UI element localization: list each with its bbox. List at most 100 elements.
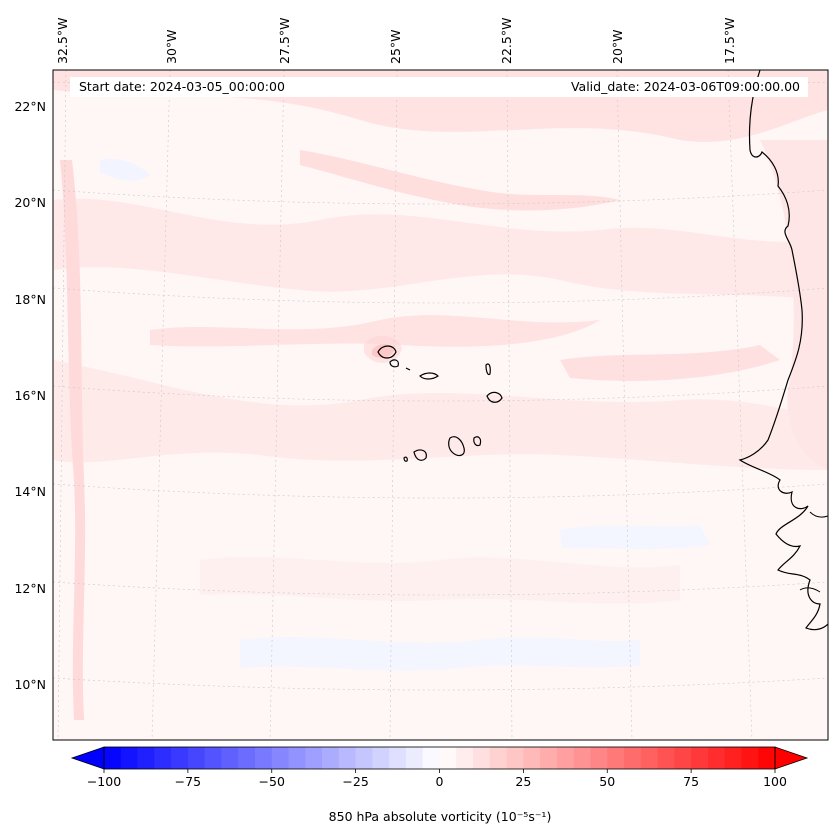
colorbar-segment (154, 747, 172, 769)
colorbar-segment (506, 747, 524, 769)
lon-label: 22.5°W (499, 18, 514, 64)
colorbar-segment (221, 747, 239, 769)
colorbar-segment (355, 747, 373, 769)
map-panel (53, 70, 828, 740)
colorbar-segment (104, 747, 122, 769)
colorbar-tick-label: 75 (683, 774, 699, 789)
colorbar-segment (523, 747, 541, 769)
island-fogo (413, 449, 427, 461)
colorbar-segment (422, 747, 440, 769)
lon-label: 27.5°W (277, 18, 292, 64)
colorbar-segment (137, 747, 155, 769)
colorbar-tick-label: 25 (515, 774, 531, 789)
africa-coastline (738, 70, 828, 631)
colorbar-segment (271, 747, 289, 769)
island-boa-vista (486, 391, 503, 403)
colorbar-segment (707, 747, 726, 769)
colorbar-segment (238, 747, 256, 769)
colorbar-segment (657, 747, 675, 769)
colorbar-segment (439, 747, 457, 769)
coastline-inlet (799, 511, 828, 593)
colorbar-segment (171, 747, 189, 769)
colorbar-extend-low (70, 746, 105, 770)
start-date: Start date: 2024-03-05_00:00:00 (79, 79, 285, 94)
island-santiago (448, 436, 465, 457)
lat-label: 12°N (14, 581, 46, 596)
colorbar-segment (372, 747, 390, 769)
vorticity-field (53, 70, 828, 720)
colorbar-extend-high (774, 746, 809, 770)
colorbar-segment (204, 747, 222, 769)
colorbar: −100 −75 −50 −25 0 25 50 75 100 (70, 746, 809, 789)
colorbar-segment (590, 747, 608, 769)
lat-labels: 22°N 20°N 18°N 16°N 14°N 12°N 10°N (14, 99, 46, 692)
colorbar-tick-label: −75 (175, 774, 201, 789)
colorbar-segment (305, 747, 323, 769)
lat-label: 16°N (14, 388, 46, 403)
colorbar-segment (254, 747, 273, 769)
vorticity-streak-1 (300, 150, 620, 211)
colorbar-segment (322, 747, 340, 769)
lon-label: 20°W (610, 29, 625, 64)
vorticity-streak-3 (560, 345, 780, 381)
colorbar-segment (640, 747, 658, 769)
vorticity-band-3 (53, 360, 828, 470)
vorticity-streak-2 (150, 315, 600, 347)
colorbar-segment (741, 747, 759, 769)
lat-label: 22°N (14, 99, 46, 114)
colorbar-segment (758, 747, 776, 769)
colorbar-segment (573, 747, 591, 769)
colorbar-tick-label: −100 (87, 774, 121, 789)
lon-label: 32.5°W (55, 18, 70, 64)
island-santa-luzia (405, 367, 411, 371)
island-brava (403, 456, 408, 462)
colorbar-tick-label: −50 (259, 774, 285, 789)
colorbar-segment (624, 747, 642, 769)
colorbar-segment (556, 747, 575, 769)
colorbar-segment (489, 747, 507, 769)
colorbar-label: 850 hPa absolute vorticity (10⁻⁵s⁻¹) (329, 809, 552, 824)
colorbar-segment (724, 747, 742, 769)
vorticity-blob-south (200, 557, 680, 604)
island-sao-nicolau (419, 372, 439, 380)
valid-date: Valid_date: 2024-03-06T09:00:00.00 (571, 79, 800, 94)
colorbar-segment (691, 747, 709, 769)
island-santo-antao (377, 345, 397, 359)
colorbar-tick-label: −25 (342, 774, 368, 789)
lon-label: 30°W (164, 29, 179, 64)
colorbar-segment (120, 747, 138, 769)
island-sal (485, 363, 491, 376)
lat-label: 18°N (14, 292, 46, 307)
negative-vorticity-1 (240, 637, 640, 671)
lat-label: 10°N (14, 677, 46, 692)
colorbar-segment (540, 747, 558, 769)
lat-label: 14°N (14, 484, 46, 499)
colorbar-segment (674, 747, 692, 769)
colorbar-segment (456, 747, 474, 769)
negative-vorticity-3 (100, 158, 150, 181)
colorbar-segment (187, 747, 206, 769)
vorticity-west-strip (60, 160, 86, 720)
colorbar-segment (288, 747, 306, 769)
colorbar-segment (473, 747, 491, 769)
lon-label: 25°W (388, 29, 403, 64)
lon-labels: 32.5°W 30°W 27.5°W 25°W 22.5°W 20°W 17.5… (55, 18, 737, 64)
lat-label: 20°N (14, 195, 46, 210)
colorbar-segment (338, 747, 357, 769)
info-box (70, 77, 808, 97)
cape-verde-islands (377, 345, 503, 462)
lon-label: 17.5°W (722, 18, 737, 64)
colorbar-tick-label: 100 (763, 774, 787, 789)
colorbar-tick-label: 50 (599, 774, 615, 789)
colorbar-segment (607, 747, 625, 769)
island-sao-vicente (389, 359, 399, 368)
vorticity-africa-coast (760, 140, 828, 470)
colorbar-segment (405, 747, 424, 769)
negative-vorticity-2 (560, 525, 710, 550)
vorticity-band-2 (53, 198, 828, 300)
map-frame (52, 69, 829, 741)
island-maio (473, 436, 482, 447)
colorbar-segment (389, 747, 407, 769)
colorbar-tick-label: 0 (436, 774, 444, 789)
